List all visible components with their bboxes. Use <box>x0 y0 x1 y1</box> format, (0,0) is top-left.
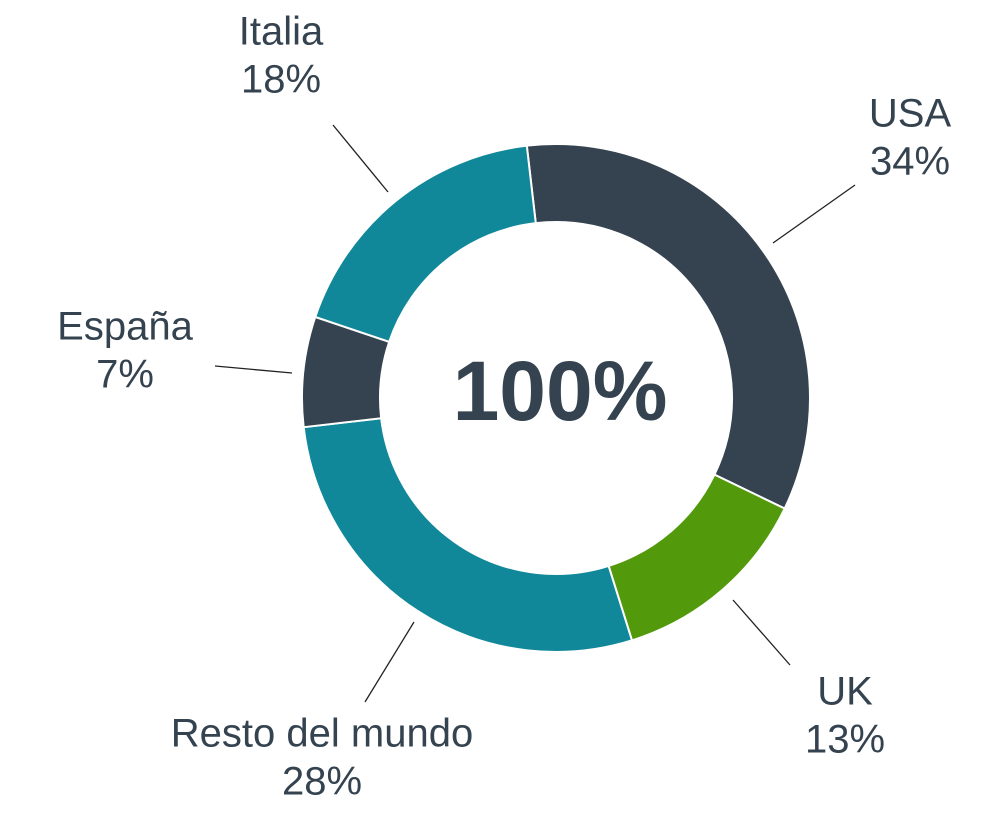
value-label: 28% <box>282 760 362 804</box>
category-label: USA <box>869 92 952 136</box>
leader-line <box>364 621 415 703</box>
value-label: 18% <box>241 58 321 102</box>
value-label: 13% <box>805 718 885 762</box>
donut-segment <box>607 473 787 642</box>
leader-line <box>332 124 389 193</box>
center-label: 100% <box>453 344 668 438</box>
donut-segment <box>525 143 811 510</box>
value-label: 34% <box>870 140 950 184</box>
donut-segment <box>313 144 537 344</box>
category-label: Resto del mundo <box>171 712 473 756</box>
category-label: España <box>57 305 193 349</box>
leader-line <box>732 599 791 666</box>
leader-line <box>772 184 856 244</box>
leader-line <box>214 365 293 374</box>
category-label: UK <box>817 670 873 714</box>
donut-segment <box>302 417 634 653</box>
value-label: 7% <box>96 353 154 397</box>
category-label: Italia <box>239 10 324 54</box>
